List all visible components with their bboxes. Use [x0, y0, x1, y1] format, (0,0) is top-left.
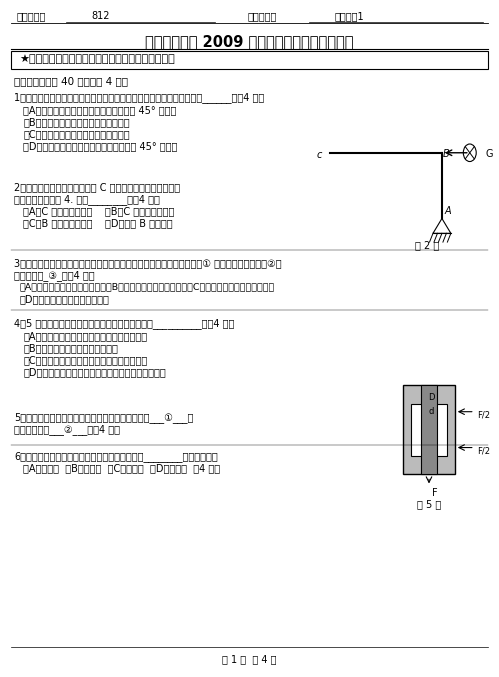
Text: 3、将沸水迅速倒入厚玻璃杯高度的一半时，玻璃杯发生破裂，裂缝是从① 开始，裂纹的方向是②，: 3、将沸水迅速倒入厚玻璃杯高度的一半时，玻璃杯发生破裂，裂缝是从① 开始，裂纹的…: [14, 259, 282, 268]
Text: （A）松木、铸铁、玻钢可应用各向同性假设；: （A）松木、铸铁、玻钢可应用各向同性假设；: [23, 331, 147, 341]
Text: （A）挠度；  （B）转角；  （C）剪力；  （D）弯矩。  （4 分）: （A）挠度； （B）转角； （C）剪力； （D）弯矩。 （4 分）: [23, 464, 221, 473]
Text: 题 2 图: 题 2 图: [415, 240, 439, 250]
Text: F/2: F/2: [477, 446, 490, 455]
Bar: [403, 385, 455, 475]
Text: 5、拉伸试件的夹头如图所示，试件的挤压面积等于___①___；: 5、拉伸试件的夹头如图所示，试件的挤压面积等于___①___；: [14, 412, 194, 422]
Text: D: D: [428, 393, 434, 401]
Text: 科目代码：: 科目代码：: [16, 12, 46, 22]
Text: 科目名称：: 科目名称：: [248, 12, 277, 22]
Text: 受剪面积等于___②___。（4 分）: 受剪面积等于___②___。（4 分）: [14, 424, 120, 435]
Text: A: A: [445, 206, 452, 215]
Text: F/2: F/2: [477, 410, 490, 419]
Text: 表达式中的静位移 4. 应是________。（4 分）: 表达式中的静位移 4. 应是________。（4 分）: [14, 194, 160, 206]
Text: （D）正应力造成，破坏断面在与轴线夹角 45° 方向。: （D）正应力造成，破坏断面在与轴线夹角 45° 方向。: [23, 141, 178, 151]
Text: c: c: [316, 150, 321, 160]
Text: G: G: [486, 149, 493, 159]
Text: （A）切应力造成，破坏断面在与轴线夹角 45° 方向；: （A）切应力造成，破坏断面在与轴线夹角 45° 方向；: [23, 105, 177, 115]
Bar: [411, 403, 447, 456]
Text: （B）松木不可应用各向同性假设；: （B）松木不可应用各向同性假设；: [23, 343, 118, 353]
Text: 一、理论题（共 40 分，每题 4 分）: 一、理论题（共 40 分，每题 4 分）: [14, 76, 128, 86]
Text: ★所有答案必须做在答题纸上，做在试题纸上无效！: ★所有答案必须做在答题纸上，做在试题纸上无效！: [19, 54, 175, 64]
Text: （C）B 点的水平位移；    （D）截面 B 的转角。: （C）B 点的水平位移； （D）截面 B 的转角。: [23, 219, 173, 229]
Text: （A）内壁，裂缝沿玻璃杯轴向；（B）内壁，裂缝沿玻璃环向；（C）外壁，裂缝沿玻璃杯轴向；: （A）内壁，裂缝沿玻璃杯轴向；（B）内壁，裂缝沿玻璃环向；（C）外壁，裂缝沿玻璃…: [19, 282, 274, 291]
Text: （D）铸钢、铸铁、玻璃、松木可应用各向同性假设。: （D）铸钢、铸铁、玻璃、松木可应用各向同性假设。: [23, 367, 166, 377]
Text: （D）外壁，裂缝沿玻璃杯环向。: （D）外壁，裂缝沿玻璃杯环向。: [19, 294, 109, 304]
Text: （B）切应力造成，破坏断面在横截面；: （B）切应力造成，破坏断面在横截面；: [23, 117, 130, 127]
Text: （A）C 点的铅垂位移；    （B）C 点的水平位移；: （A）C 点的铅垂位移； （B）C 点的水平位移；: [23, 206, 175, 217]
Text: （C）铸铁、松木、玻璃可应用各向同性假设；: （C）铸铁、松木、玻璃可应用各向同性假设；: [23, 355, 148, 365]
Text: 1、棒铁扭转破坏是由什么应力造成？破坏断面在什么方向？正确结论是______？（4 分）: 1、棒铁扭转破坏是由什么应力造成？破坏断面在什么方向？正确结论是______？（…: [14, 92, 264, 103]
Text: 812: 812: [91, 12, 109, 22]
Text: 6、等截面直梁在弯曲变形时，挠曲线曲率在最大________处一定最大。: 6、等截面直梁在弯曲变形时，挠曲线曲率在最大________处一定最大。: [14, 452, 218, 462]
Bar: [421, 385, 437, 475]
Text: d: d: [428, 407, 434, 416]
FancyBboxPatch shape: [11, 51, 488, 69]
Text: 北京工业大学 2009 年硕士研究生入学考试试题: 北京工业大学 2009 年硕士研究生入学考试试题: [145, 35, 353, 49]
Text: B: B: [443, 149, 450, 159]
Text: 4、5 种工程材料中，有下列四种说法：正确答案是__________。（4 分）: 4、5 种工程材料中，有下列四种说法：正确答案是__________。（4 分）: [14, 318, 235, 329]
Text: 正确结论是_③_？（4 分）: 正确结论是_③_？（4 分）: [14, 270, 95, 281]
Text: （C）正应力造成，破坏断面在横截面；: （C）正应力造成，破坏断面在横截面；: [23, 129, 130, 139]
Text: F: F: [432, 488, 438, 498]
Text: 第 1 页  共 4 页: 第 1 页 共 4 页: [222, 654, 276, 663]
Text: 材料力学1: 材料力学1: [334, 12, 364, 22]
Text: 2、图示刚架受水平冲击，欲求 C 点的铅垂位移，则动荷系数: 2、图示刚架受水平冲击，欲求 C 点的铅垂位移，则动荷系数: [14, 183, 181, 193]
Text: 题 5 图: 题 5 图: [417, 500, 441, 509]
